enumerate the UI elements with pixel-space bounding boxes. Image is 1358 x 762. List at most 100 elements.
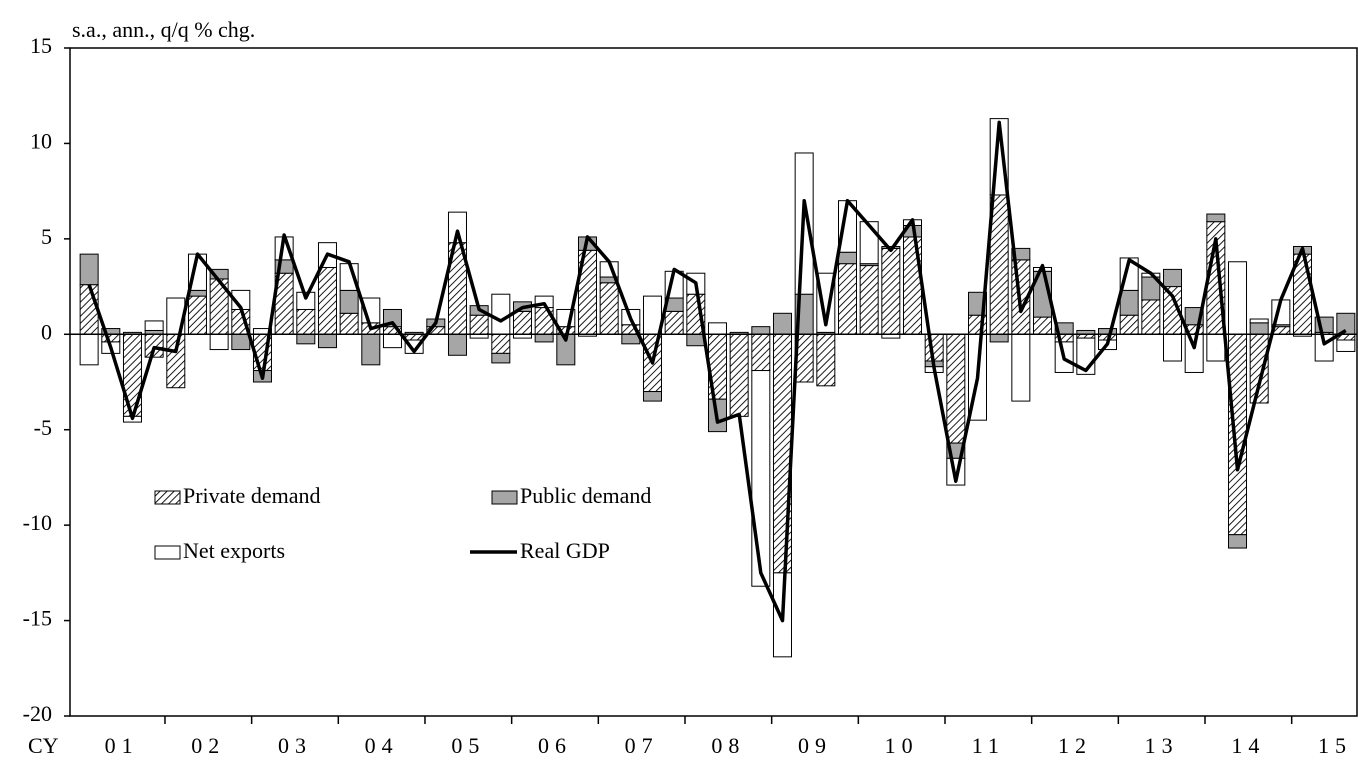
bar-segment [1119,314,1139,335]
bar-segment [1249,318,1269,324]
bar-segment [859,265,879,335]
x-tick-label: 06 [538,733,572,758]
bar-segment [1141,299,1161,335]
y-tick-label: 10 [30,128,52,153]
legend-label: Net exports [183,538,285,563]
bar-segment [209,333,229,351]
x-tick-label: 15 [1318,733,1352,758]
x-tick-label: 05 [451,733,485,758]
bar-segment [101,333,121,343]
x-tick-label: 07 [625,733,659,758]
y-tick-label: 0 [41,319,52,344]
bar-segment [122,333,142,417]
bar-segment [1011,247,1031,261]
bar-segment [816,333,836,387]
bar-segment [79,333,99,366]
bar-segment [317,266,337,335]
bar-segment [946,333,966,444]
bar-segment [491,352,511,364]
x-tick-label: 12 [1058,733,1092,758]
bar-segment [1033,316,1053,335]
bar-segment [79,253,99,286]
bar-segment [144,333,164,358]
bar-segment [296,308,316,335]
bar-segment [664,310,684,335]
y-tick-label: -20 [23,701,52,726]
bar-segment [144,320,164,331]
bar-segment [599,282,619,335]
bar-segment [231,333,251,351]
x-tick-label: 11 [972,733,1005,758]
bar-segment [447,333,467,356]
y-tick-label: -15 [23,606,52,631]
y-axis-label: s.a., ann., q/q % chg. [72,17,255,42]
bar-segment [187,289,207,297]
x-tick-label: 09 [798,733,832,758]
bar-segment [382,333,402,349]
legend-label: Real GDP [520,538,610,563]
y-tick-label: -10 [23,510,52,535]
bar-segment [534,295,554,309]
y-tick-label: 15 [30,33,52,58]
x-tick-label: 10 [885,733,919,758]
bar-segment [361,333,381,366]
bar-segment [751,333,771,372]
bar-segment [1098,328,1118,335]
bar-segment [166,333,186,389]
bar-segment [751,326,771,335]
bar-segment [447,211,467,244]
bar-segment [989,333,1009,343]
bar-segment [686,333,706,347]
bar-segment [1011,333,1031,402]
y-tick-label: 5 [41,224,52,249]
bar-segment [1228,534,1248,549]
bar-segment [1249,322,1269,335]
bar-segment [469,314,489,335]
x-tick-label: 02 [191,733,225,758]
bar-segment [881,247,901,335]
bar-segment [772,333,792,574]
bar-segment [79,284,99,335]
legend-swatch [154,490,181,505]
bar-segment [816,272,836,333]
x-tick-label: 08 [711,733,745,758]
bar-segment [512,310,532,335]
x-tick-label: 14 [1231,733,1265,758]
bar-segment [1206,213,1226,223]
bar-segment [837,251,857,265]
bar-segment [339,312,359,335]
bar-segment [1249,333,1269,404]
x-tick-label: 03 [278,733,312,758]
y-tick-label: -5 [34,415,52,440]
legend-swatch [154,545,181,560]
bar-segment [837,263,857,335]
bar-segment [491,333,511,354]
bar-segment [772,312,792,335]
bar-segment [1206,333,1226,362]
bar-segment [1163,333,1183,362]
bar-segment [187,295,207,335]
bar-segment [491,293,511,335]
plot-frame [69,47,1358,717]
bar-segment [296,333,316,345]
legend-label: Public demand [520,483,651,508]
bar-segment [642,391,662,402]
bar-segment [534,333,554,343]
bar-segment [751,370,771,587]
x-tick-label: 04 [365,733,399,758]
bar-segment [1163,268,1183,288]
x-tick-label: 01 [105,733,139,758]
bar-segment [339,289,359,314]
bar-segment [1119,289,1139,316]
bar-segment [729,333,749,417]
bar-segment [707,322,727,335]
legend-label: Private demand [183,483,320,508]
bar-segment [1228,333,1248,536]
bar-segment [1228,261,1248,335]
bar-segment [1336,339,1356,352]
x-axis-prefix: CY [28,733,59,758]
legend-swatch [491,490,518,505]
bar-segment [404,333,424,341]
